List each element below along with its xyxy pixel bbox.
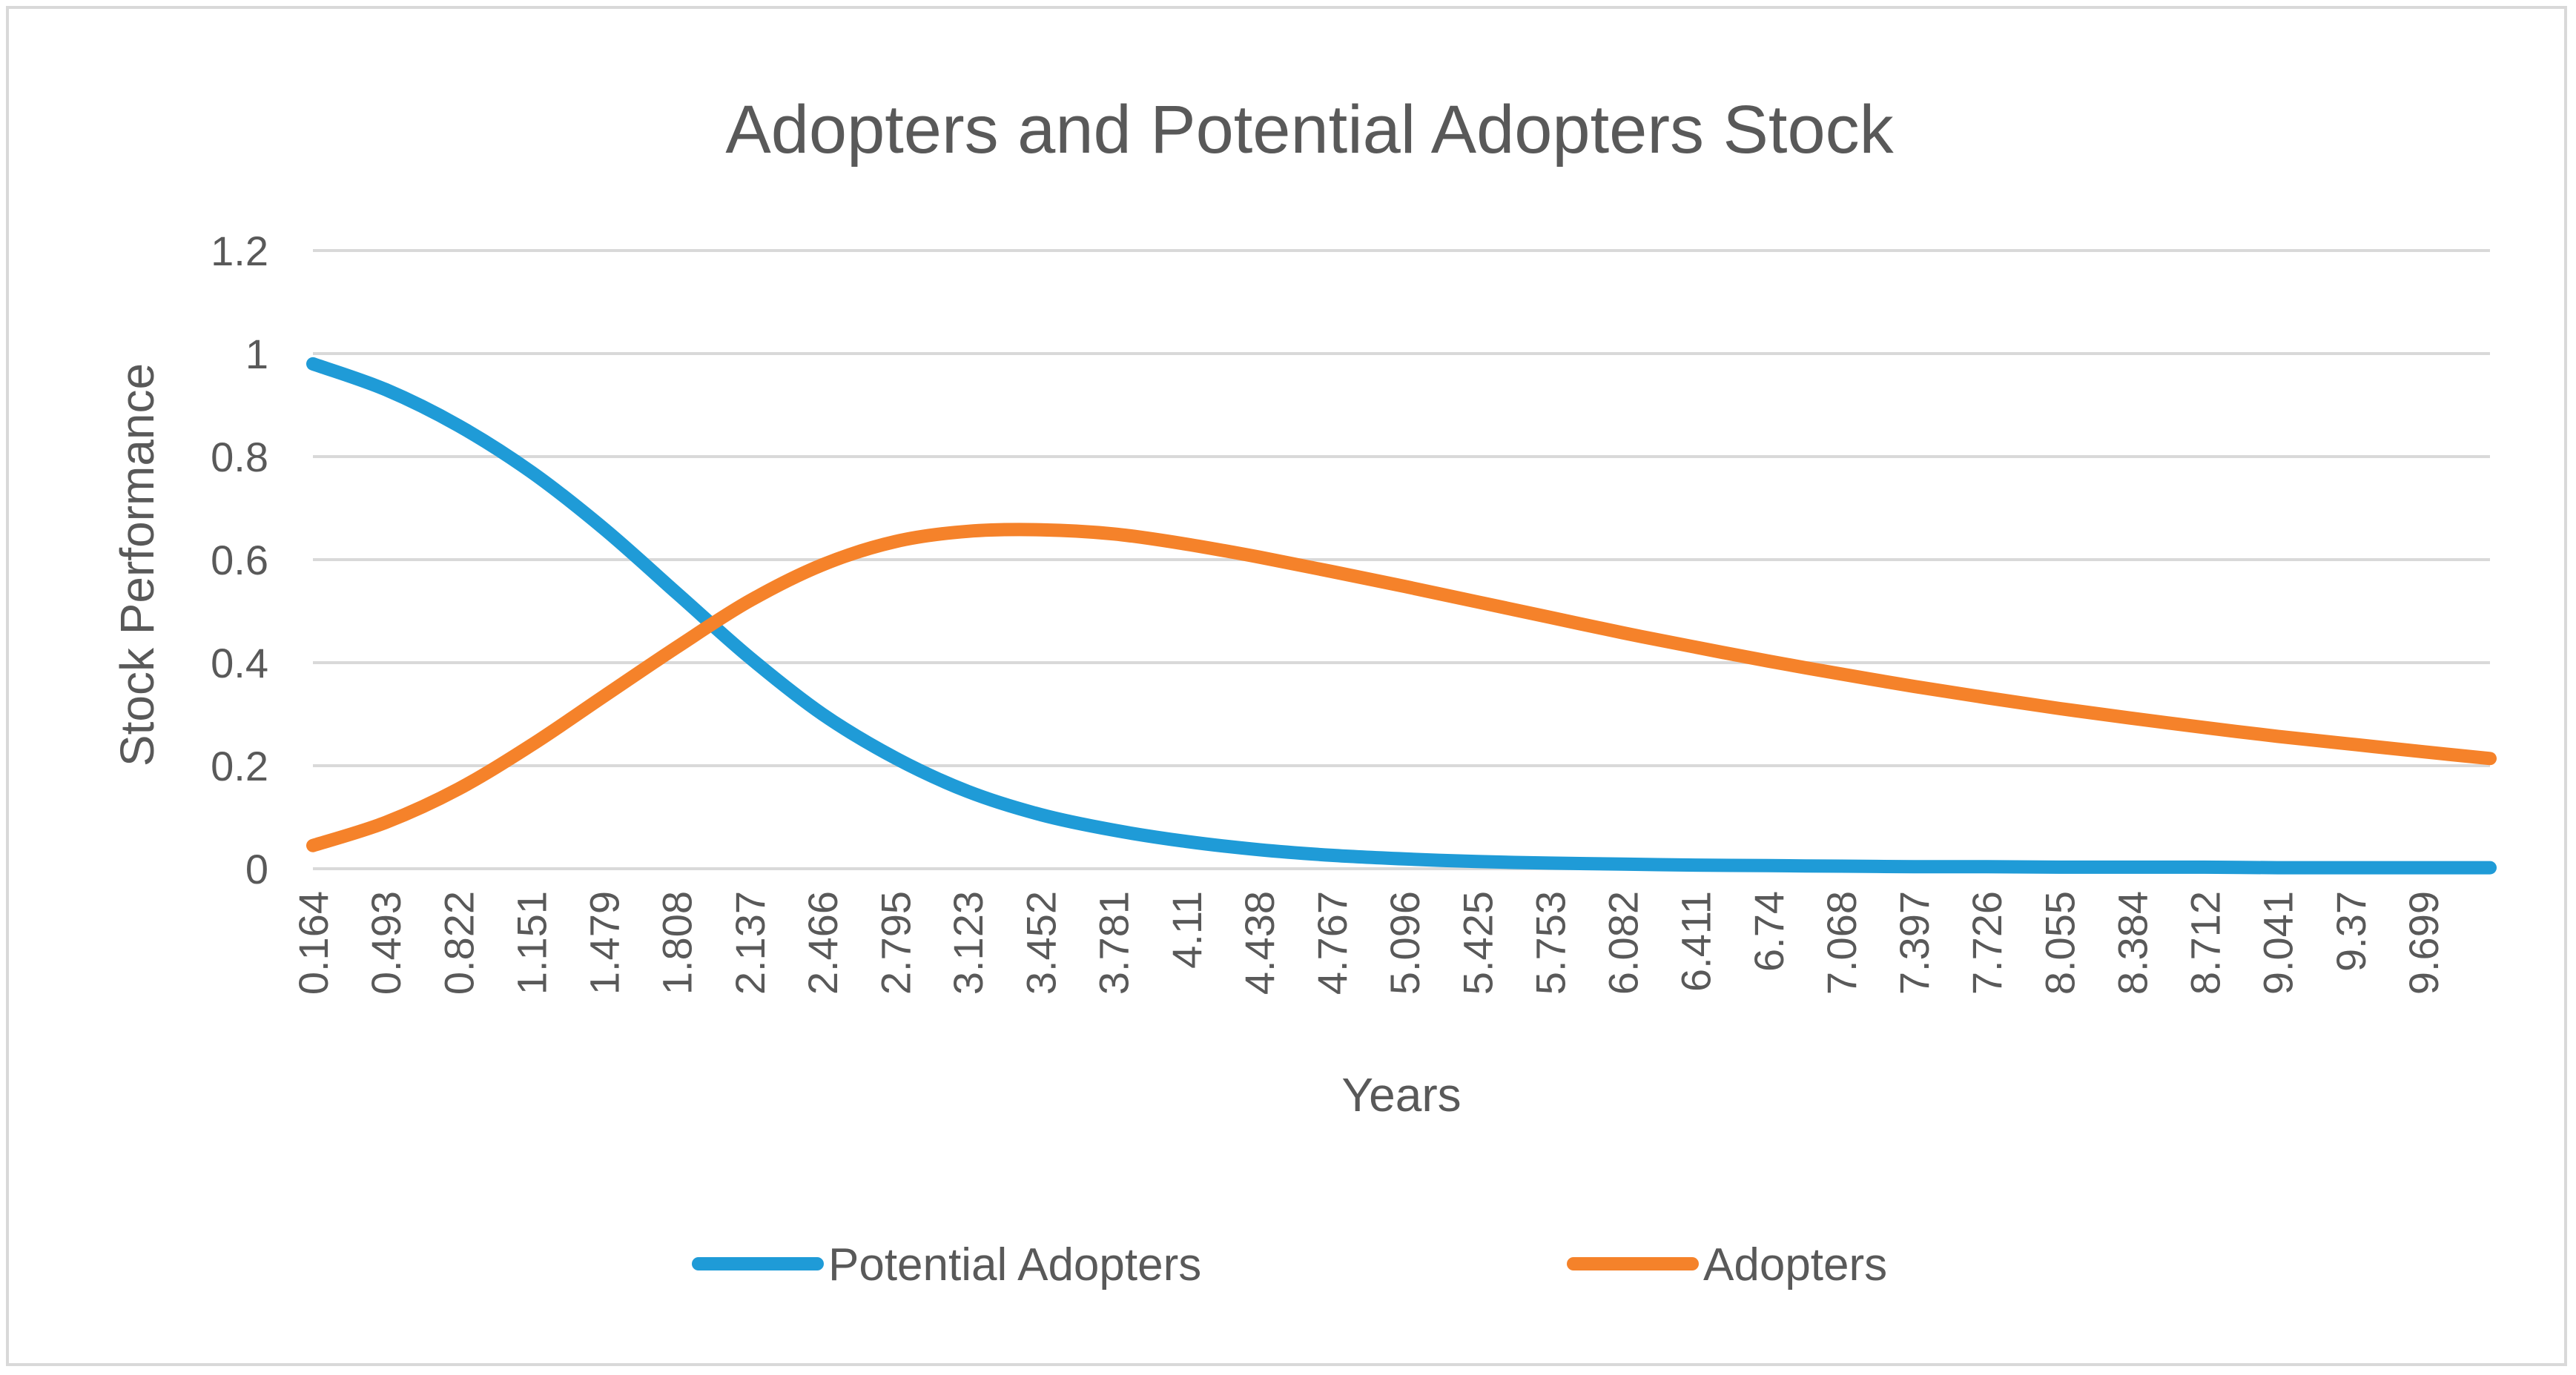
- x-tick-label: 2.795: [872, 891, 919, 995]
- x-tick-label: 4.767: [1309, 891, 1355, 995]
- x-tick-label: 1.808: [654, 891, 701, 995]
- x-tick-label: 7.068: [1818, 891, 1865, 995]
- x-tick-label: 0.164: [290, 891, 337, 995]
- y-tick-label: 0.8: [211, 434, 268, 480]
- y-axis-ticks: 0 0.2 0.4 0.6 0.8 1 1.2: [211, 228, 268, 892]
- x-tick-label: 5.096: [1381, 891, 1428, 995]
- x-tick-label: 0.493: [363, 891, 409, 995]
- x-tick-label: 6.411: [1673, 891, 1720, 992]
- x-axis-title: Years: [1341, 1068, 1461, 1121]
- y-axis-title: Stock Performance: [110, 363, 164, 766]
- legend-adopters-label: Adopters: [1703, 1239, 1887, 1290]
- x-tick-label: 1.479: [581, 891, 628, 995]
- y-tick-label: 1.2: [211, 228, 268, 274]
- x-tick-label: 6.082: [1599, 891, 1646, 995]
- x-tick-label: 7.397: [1891, 891, 1938, 995]
- x-axis-ticks: 0.164 0.493 0.822 1.151 1.479 1.808 2.137 2.466…: [290, 891, 2447, 995]
- x-tick-label: 9.041: [2255, 891, 2302, 995]
- x-tick-label: 0.822: [435, 891, 482, 995]
- x-tick-label: 5.753: [1527, 891, 1573, 995]
- y-tick-label: 1: [245, 331, 268, 377]
- x-tick-label: 4.11: [1163, 891, 1210, 969]
- x-tick-label: 1.151: [509, 891, 555, 995]
- y-tick-label: 0: [245, 846, 268, 892]
- gridlines: [313, 249, 2490, 870]
- x-tick-label: 8.712: [2182, 891, 2229, 995]
- x-tick-label: 8.384: [2110, 891, 2156, 995]
- x-tick-label: 9.699: [2400, 891, 2447, 995]
- x-tick-label: 6.74: [1746, 891, 1792, 972]
- chart-title: Adopters and Potential Adopters Stock: [725, 92, 1894, 168]
- potential-adopters-line: [306, 357, 2497, 875]
- legend-potential-adopters-label: Potential Adopters: [828, 1239, 1201, 1290]
- x-tick-label: 2.137: [727, 891, 773, 995]
- x-tick-label: 5.425: [1454, 891, 1501, 995]
- x-tick-label: 3.123: [945, 891, 991, 995]
- x-tick-label: 4.438: [1236, 891, 1283, 995]
- x-tick-label: 2.466: [799, 891, 846, 995]
- y-tick-label: 0.2: [211, 743, 268, 789]
- line-chart: Adopters and Potential Adopters Stock 00…: [110, 92, 2497, 1290]
- adopters-line: [306, 523, 2497, 852]
- legend: Potential Adopters Adopters: [692, 1239, 1887, 1290]
- x-tick-label: 8.055: [2036, 891, 2083, 995]
- x-tick-label: 3.781: [1091, 891, 1137, 995]
- y-tick-label: 0.4: [211, 640, 268, 686]
- x-tick-label: 7.726: [1964, 891, 2010, 995]
- y-tick-label: 0.6: [211, 537, 268, 583]
- series-lines: [306, 357, 2497, 875]
- x-tick-label: 9.37: [2328, 891, 2374, 972]
- x-tick-label: 3.452: [1017, 891, 1064, 995]
